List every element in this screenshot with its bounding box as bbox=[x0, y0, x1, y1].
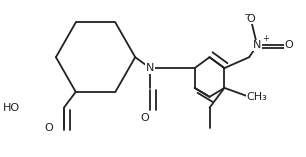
Text: O: O bbox=[285, 40, 293, 50]
Text: N: N bbox=[146, 63, 154, 73]
Text: +: + bbox=[263, 34, 270, 43]
Text: O: O bbox=[45, 123, 53, 133]
Text: HO: HO bbox=[3, 103, 20, 113]
Text: −: − bbox=[243, 10, 250, 19]
Text: N: N bbox=[253, 40, 261, 50]
Text: O: O bbox=[247, 14, 256, 24]
Text: O: O bbox=[141, 113, 150, 123]
Text: CH₃: CH₃ bbox=[247, 92, 267, 102]
